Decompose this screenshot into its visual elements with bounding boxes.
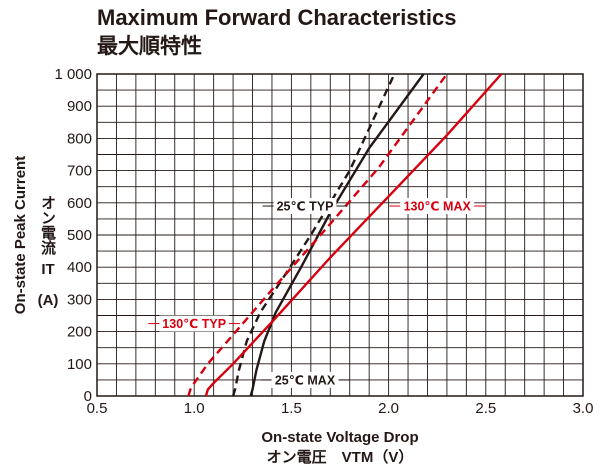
series-line: [249, 73, 425, 397]
y-tick-label: 100: [67, 356, 92, 373]
x-tick-label: 2.0: [378, 400, 399, 417]
x-axis-label-ja: オン電圧 VTM（V）: [267, 448, 414, 466]
grid-lines: [97, 74, 583, 396]
y-tick-label: 300: [67, 291, 92, 308]
series-annotations: 25℃ TYP 25℃ MAX 130℃ TYP 130℃ MAX: [148, 198, 486, 388]
y-tick-label: 200: [67, 324, 92, 341]
annotation-label: 130℃ MAX: [404, 200, 472, 214]
y-tick-label: 800: [67, 130, 92, 147]
y-tick-label: 400: [67, 259, 92, 276]
annotation-label: 130℃ TYP: [162, 317, 226, 331]
y-axis-label-ja: オン電流: [39, 195, 57, 256]
series-lines: [187, 73, 503, 397]
x-tick-label: 0.5: [87, 400, 108, 417]
y-tick-label: 1 000: [54, 66, 92, 83]
annotation-background: [400, 198, 475, 215]
x-tick-labels: 0.5 1.0 1.5 2.0 2.5 3.0: [87, 400, 594, 417]
y-tick-label: 0: [84, 388, 92, 405]
x-tick-label: 1.0: [184, 400, 205, 417]
series-line: [204, 73, 503, 397]
y-axis-unit: (A): [38, 292, 59, 309]
chart-subtitle: 最大順特性: [97, 34, 202, 58]
annotation-background: [273, 198, 337, 215]
annotation-label: 25℃ MAX: [275, 373, 336, 387]
x-axis-label: On-state Voltage Drop: [261, 429, 418, 446]
y-tick-labels: 0 100 200 300 400 500 600 700 800 900 1 000: [54, 66, 92, 405]
y-tick-label: 600: [67, 195, 92, 212]
annotation-label: 25℃ TYP: [277, 200, 334, 214]
chart-title: Maximum Forward Characteristics: [97, 5, 457, 30]
y-tick-label: 700: [67, 163, 92, 180]
x-tick-label: 2.5: [475, 400, 496, 417]
x-tick-label: 1.5: [281, 400, 302, 417]
plot-frame: [96, 73, 584, 397]
x-tick-label: 3.0: [573, 400, 594, 417]
y-axis-symbol: IT: [41, 261, 54, 278]
y-axis-label: On-state Peak Current: [12, 156, 29, 314]
annotation-background: [159, 315, 230, 332]
series-line: [231, 73, 396, 397]
y-tick-label: 500: [67, 227, 92, 244]
annotation-background: [271, 371, 339, 388]
y-tick-label: 900: [67, 98, 92, 115]
